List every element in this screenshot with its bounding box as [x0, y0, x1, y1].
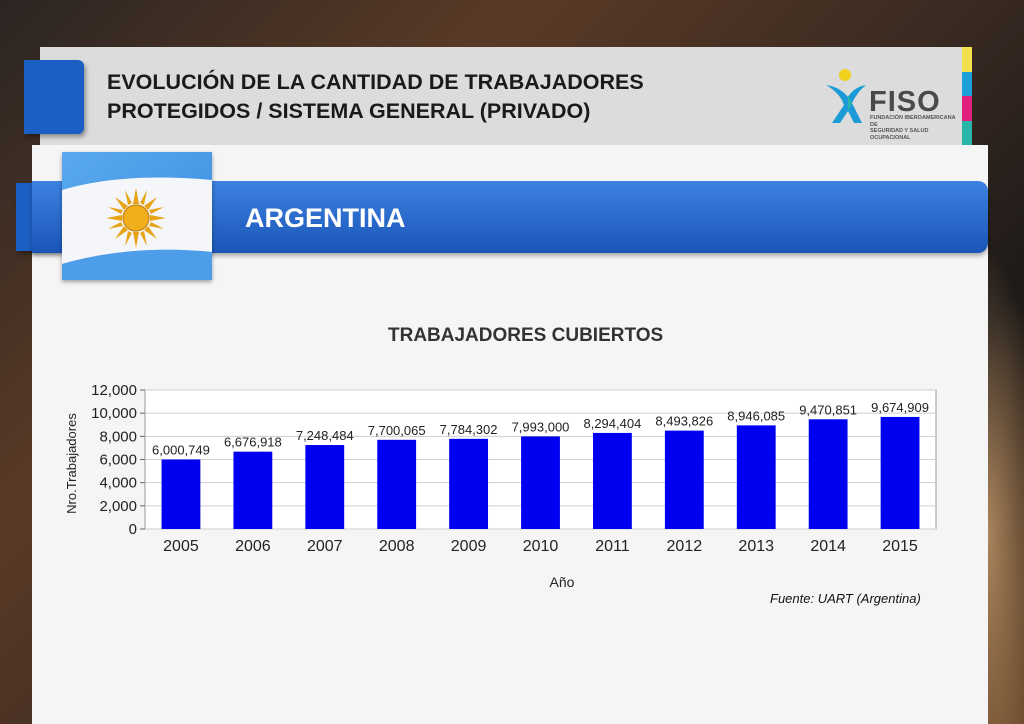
x-tick-label: 2005: [163, 538, 199, 555]
data-label: 9,674,909: [871, 400, 929, 415]
bar: [592, 432, 632, 529]
page-title-line2: PROTEGIDOS / SISTEMA GENERAL (PRIVADO): [107, 99, 591, 123]
data-label: 6,676,918: [224, 435, 282, 450]
stripe-blue: [962, 71, 972, 96]
country-name: ARGENTINA: [245, 203, 406, 233]
argentina-flag-icon: [62, 152, 212, 280]
header-bar: [40, 47, 972, 145]
data-label: 7,993,000: [512, 419, 570, 434]
data-label: 9,470,851: [799, 402, 857, 417]
y-tick-label: 12,000: [91, 382, 137, 399]
y-tick-label: 2,000: [99, 498, 137, 515]
x-tick-label: 2007: [307, 538, 343, 555]
bar: [449, 438, 489, 529]
bar: [808, 419, 848, 529]
y-axis-label: Nro.Trabajadores: [64, 413, 79, 514]
data-label: 6,000,749: [152, 442, 210, 457]
stripe-pink: [962, 96, 972, 121]
data-label: 7,248,484: [296, 428, 354, 443]
y-tick-label: 8,000: [99, 428, 137, 445]
fiso-logo-icon: [826, 69, 866, 123]
data-label: 8,946,085: [727, 408, 785, 423]
page-title: EVOLUCIÓN DE LA CANTIDAD DE TRABAJADORES…: [107, 68, 767, 126]
bar: [305, 445, 345, 529]
data-label: 8,294,404: [583, 416, 641, 431]
logo-name: FISO: [869, 86, 941, 118]
stripe-yellow: [962, 47, 972, 72]
bar-chart: 0 2,000 4,000 6,000 8,000 10,000 12,000 6,000,7…: [64, 382, 937, 590]
x-tick-label: 2012: [667, 538, 703, 555]
logo-subtitle-line2: SEGURIDAD Y SALUD OCUPACIONAL: [870, 128, 929, 141]
x-tick-label: 2008: [379, 538, 415, 555]
header-tab: [24, 60, 84, 134]
logo-subtitle: FUNDACIÓN IBEROAMERICANA DE SEGURIDAD Y …: [870, 115, 960, 141]
x-tick-label: 2014: [810, 538, 846, 555]
color-stripes: [962, 47, 972, 145]
x-tick-label: 2009: [451, 538, 487, 555]
logo-subtitle-line1: FUNDACIÓN IBEROAMERICANA DE: [870, 115, 956, 128]
bar: [880, 416, 920, 529]
source-note: Fuente: UART (Argentina): [770, 591, 921, 606]
x-tick-label: 2015: [882, 538, 918, 555]
x-tick-label: 2013: [738, 538, 774, 555]
bar: [736, 425, 776, 529]
data-label: 7,784,302: [440, 422, 498, 437]
data-label: 7,700,065: [368, 423, 426, 438]
stripe-teal: [962, 120, 972, 145]
x-tick-label: 2010: [523, 538, 559, 555]
bar: [233, 451, 273, 529]
x-tick-label: 2011: [595, 538, 630, 555]
chart-title: TRABAJADORES CUBIERTOS: [388, 325, 664, 346]
y-tick-label: 6,000: [99, 452, 137, 469]
x-axis-label: Año: [550, 574, 575, 590]
x-tick-label: 2006: [235, 538, 271, 555]
bar: [161, 459, 201, 529]
y-tick-label: 10,000: [91, 405, 137, 422]
bar: [521, 436, 560, 529]
bar: [377, 439, 417, 529]
y-tick-label: 4,000: [99, 475, 137, 492]
y-tick-label: 0: [129, 521, 137, 538]
bar: [664, 430, 704, 529]
page-title-line1: EVOLUCIÓN DE LA CANTIDAD DE TRABAJADORES: [107, 70, 644, 94]
data-label: 8,493,826: [655, 414, 713, 429]
